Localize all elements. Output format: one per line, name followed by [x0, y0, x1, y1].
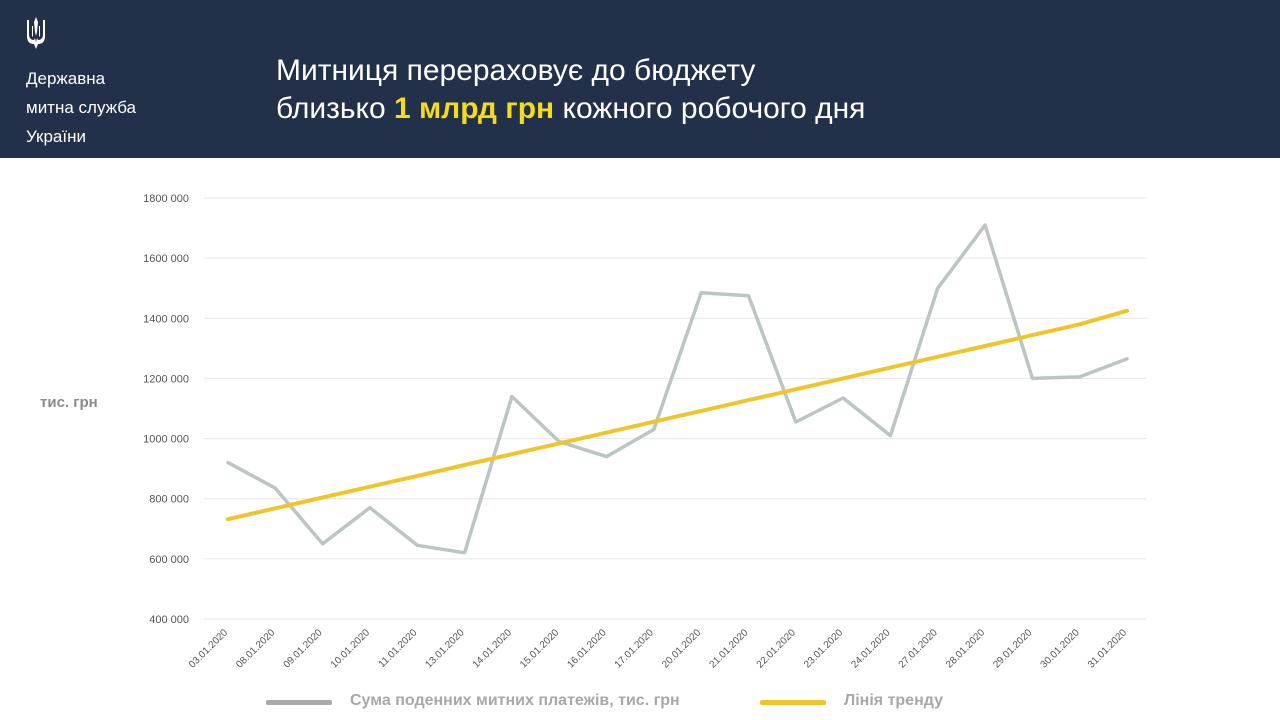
x-tick-label: 03.01.2020	[187, 627, 230, 670]
x-tick-label: 17.01.2020	[613, 627, 656, 670]
x-tick-label: 10.01.2020	[329, 627, 372, 670]
x-tick-label: 23.01.2020	[802, 627, 845, 670]
legend-label-payments: Сума поденних митних платежів, тис. грн	[350, 692, 680, 709]
title-line-2-start: близько	[276, 92, 394, 125]
y-tick-label: 600 000	[149, 554, 189, 566]
x-tick-label: 30.01.2020	[1039, 627, 1082, 670]
organization-name: Державна митна служба України	[26, 64, 226, 151]
org-line-3: України	[26, 127, 86, 146]
x-tick-label: 09.01.2020	[282, 627, 325, 670]
title-line-2-end: кожного робочого дня	[554, 92, 866, 125]
y-axis-label: тис. грн	[40, 394, 98, 411]
trend-line	[226, 308, 1129, 522]
x-tick-label: 21.01.2020	[707, 627, 750, 670]
x-tick-label: 22.01.2020	[755, 627, 798, 670]
x-tick-label: 20.01.2020	[660, 627, 703, 670]
page-title: Митниця перераховує до бюджету близько 1…	[276, 52, 1236, 128]
y-tick-label: 1200 000	[143, 373, 189, 385]
x-tick-label: 31.01.2020	[1086, 627, 1129, 670]
org-line-2: митна служба	[26, 98, 137, 117]
x-tick-label: 16.01.2020	[565, 627, 608, 670]
y-tick-label: 1600 000	[143, 253, 189, 265]
title-line-2: близько 1 млрд грн кожного робочого дня	[276, 90, 1236, 128]
trident-emblem-icon	[27, 17, 45, 49]
x-tick-label: 28.01.2020	[944, 627, 987, 670]
y-tick-label: 800 000	[149, 494, 189, 506]
x-tick-label: 24.01.2020	[849, 627, 892, 670]
x-tick-label: 08.01.2020	[234, 627, 277, 670]
legend-swatch-payments	[266, 700, 332, 705]
y-tick-label: 1400 000	[143, 313, 189, 325]
y-tick-label: 1000 000	[143, 434, 189, 446]
line-chart: 400 000 600 000 800 000 1000 000 1200 000 140…	[143, 193, 1146, 671]
x-tick-label: 14.01.2020	[471, 627, 514, 670]
legend-swatch-trend	[760, 700, 826, 705]
x-tick-label: 29.01.2020	[991, 627, 1034, 670]
org-line-1: Державна	[26, 69, 106, 88]
x-tick-label: 11.01.2020	[377, 627, 420, 670]
x-tick-label: 27.01.2020	[897, 627, 940, 670]
chart-legend: Сума поденних митних платежів, тис. грн …	[266, 690, 1066, 714]
legend-label-trend: Лінія тренду	[844, 692, 943, 709]
y-tick-label: 400 000	[149, 614, 189, 626]
x-tick-label: 15.01.2020	[518, 627, 561, 670]
payments-series-line	[226, 223, 1129, 555]
title-line-1: Митниця перераховує до бюджету	[276, 54, 756, 87]
x-tick-label: 13.01.2020	[424, 627, 467, 670]
y-tick-label: 1800 000	[143, 193, 189, 205]
title-highlight: 1 млрд грн	[393, 92, 555, 125]
header-banner: Державна митна служба України Митниця пе…	[0, 0, 1280, 158]
